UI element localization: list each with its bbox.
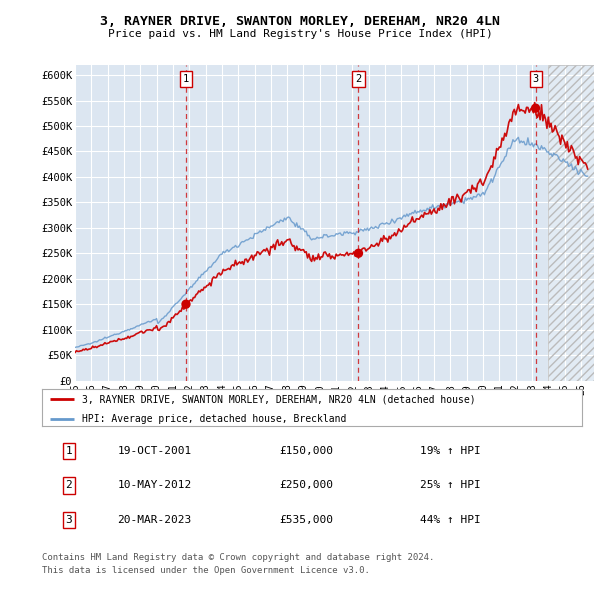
Text: 25% ↑ HPI: 25% ↑ HPI [420, 480, 481, 490]
Bar [548, 65, 594, 381]
Text: 3, RAYNER DRIVE, SWANTON MORLEY, DEREHAM, NR20 4LN (detached house): 3, RAYNER DRIVE, SWANTON MORLEY, DEREHAM… [83, 394, 476, 404]
Text: 3, RAYNER DRIVE, SWANTON MORLEY, DEREHAM, NR20 4LN: 3, RAYNER DRIVE, SWANTON MORLEY, DEREHAM… [100, 15, 500, 28]
Point [353, 248, 363, 258]
Bar [548, 65, 594, 381]
Text: HPI: Average price, detached house, Breckland: HPI: Average price, detached house, Brec… [83, 414, 347, 424]
Text: This data is licensed under the Open Government Licence v3.0.: This data is licensed under the Open Gov… [42, 566, 370, 575]
Text: 20-MAR-2023: 20-MAR-2023 [118, 515, 192, 525]
Text: 2: 2 [65, 480, 73, 490]
Text: £535,000: £535,000 [280, 515, 334, 525]
Text: 10-MAY-2012: 10-MAY-2012 [118, 480, 192, 490]
Text: 3: 3 [65, 515, 73, 525]
Point [531, 103, 541, 113]
Text: £150,000: £150,000 [280, 446, 334, 456]
Text: 1: 1 [65, 446, 73, 456]
Text: £250,000: £250,000 [280, 480, 334, 490]
Text: 44% ↑ HPI: 44% ↑ HPI [420, 515, 481, 525]
Text: Price paid vs. HM Land Registry's House Price Index (HPI): Price paid vs. HM Land Registry's House … [107, 29, 493, 38]
Text: 19-OCT-2001: 19-OCT-2001 [118, 446, 192, 456]
Text: Contains HM Land Registry data © Crown copyright and database right 2024.: Contains HM Land Registry data © Crown c… [42, 553, 434, 562]
Point [181, 300, 191, 309]
Text: 1: 1 [183, 74, 189, 84]
Text: 2: 2 [355, 74, 362, 84]
Bar [532, 65, 539, 381]
Text: 19% ↑ HPI: 19% ↑ HPI [420, 446, 481, 456]
Text: 3: 3 [532, 74, 539, 84]
